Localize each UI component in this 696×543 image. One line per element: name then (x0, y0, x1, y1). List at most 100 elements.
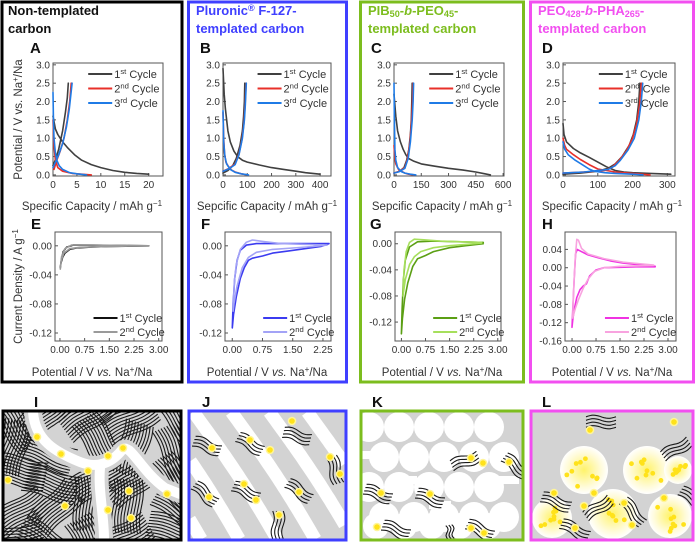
y-tick-label: 0.5 (36, 152, 50, 163)
legend-label: 3rd Cycle (455, 96, 499, 110)
carbon-sheet-bundle (582, 494, 614, 522)
legend-entry: 3rd Cycle (88, 96, 158, 110)
sodium-dot (575, 483, 580, 489)
x-tick-label: 100 (589, 180, 606, 191)
text-segment: - (454, 3, 458, 18)
text-segment: 2 (625, 84, 631, 96)
mesopore-stripe (189, 411, 283, 540)
column-title-line: PIB50-b-PEO45- (368, 3, 458, 19)
series-line (402, 238, 483, 297)
y-tick-label: -0.04 (369, 265, 392, 276)
text-segment: nd (461, 82, 470, 91)
sodium-dot (658, 478, 664, 483)
series-line (562, 82, 644, 174)
carbon-sheet (270, 510, 275, 540)
carbon-sheet (81, 476, 87, 531)
schematic-frame (529, 409, 695, 542)
carbon-sheet-bundle (190, 480, 220, 508)
x-axis-label: Potential / V vs. Na+/Na (207, 365, 328, 379)
text-segment: Na (632, 367, 651, 379)
carbon-sheet (84, 476, 90, 531)
text-segment: /Na (134, 367, 153, 379)
sodium-dot (506, 459, 512, 465)
sodium-dot (105, 453, 111, 459)
carbon-sheet (117, 478, 123, 534)
sodium-dot (668, 525, 674, 531)
legend-entry: 2nd Cycle (598, 82, 670, 96)
text-segment: Cycle (301, 313, 332, 325)
text-segment: + (305, 365, 310, 374)
series-line (400, 240, 485, 335)
text-segment: nd (465, 325, 474, 334)
carbon-sheet (115, 522, 148, 540)
carbon-sheet (683, 485, 693, 492)
carbon-sheet (586, 500, 612, 519)
text-segment: Potential / V (32, 367, 97, 379)
legend-entry: 1st Cycle (429, 67, 498, 81)
carbon-sheet (46, 497, 86, 538)
carbon-sheet-bundle (12, 514, 65, 540)
carbon-sheet (60, 411, 79, 426)
legend-label: 2nd Cycle (289, 325, 334, 339)
y-tick-label: -0.12 (369, 318, 392, 329)
carbon-sheet (661, 439, 689, 456)
text-segment: Specific Capacity / mAh g (22, 201, 153, 213)
carbon-sheet (109, 413, 159, 440)
chart-h: H 0.00 0.75 1.50 2.25 3.00 0.04 0.00 -0.04 -0.08 -… (539, 216, 678, 379)
carbon-sheet (234, 483, 260, 497)
text-segment: /Na (309, 367, 328, 379)
text-segment: Cycle (471, 313, 502, 325)
carbon-sheet (677, 494, 693, 507)
y-tick-label: 0.0 (206, 170, 220, 181)
carbon-sheet (585, 418, 617, 423)
carbon-sheet (24, 474, 78, 491)
carbon-sheet (416, 494, 443, 505)
carbon-sheet (27, 514, 65, 540)
carbon-sheet (21, 486, 74, 503)
x-tick-label: 0.75 (75, 345, 95, 356)
carbon-sheet (78, 476, 84, 531)
text-segment: vs. (617, 367, 632, 379)
text-segment: 1 (114, 69, 120, 81)
column-title-line: templated carbon (538, 21, 646, 36)
y-tick-label: -0.16 (539, 337, 562, 348)
y-tick-label: 1.5 (377, 115, 391, 126)
legend-label: 1st Cycle (631, 311, 674, 325)
text-segment: −1 (673, 199, 683, 208)
carbon-sheet (505, 455, 523, 473)
text-segment: 2 (114, 84, 120, 96)
y-tick-label: 1.0 (377, 134, 391, 145)
carbon-sheet (40, 491, 79, 531)
carbon-sheet (132, 479, 138, 534)
x-tick-label: 300 (440, 180, 457, 191)
sodium-dot (289, 418, 295, 424)
y-tick-label: 0.00 (33, 241, 53, 252)
text-segment: 2 (631, 327, 637, 339)
carbon-sheet-bundle (144, 510, 181, 540)
text-segment: + (11, 77, 20, 82)
x-tick-label: 3.00 (658, 345, 678, 356)
legend-label: 2nd Cycle (459, 325, 504, 339)
carbon-sheet-bundle (380, 519, 412, 540)
column-title-line: Pluronic® F-127- (196, 3, 297, 18)
series-line (393, 82, 415, 174)
carbon-sheet (364, 490, 391, 501)
text-segment: −1 (11, 229, 20, 239)
series-3 (393, 82, 417, 176)
panel-label: C (371, 40, 382, 57)
series-3 (562, 82, 644, 176)
x-axis-label: Sepcific Capacity / mAh g−1 (197, 199, 338, 213)
text-segment: Cycle (470, 84, 501, 96)
sodium-dot (538, 523, 544, 529)
x-tick-label: 1.50 (440, 345, 460, 356)
y-axis-label: Current Density / A g−1 (11, 229, 25, 344)
column-box-pluronic (187, 0, 348, 384)
sodium-dot (209, 445, 215, 451)
carbon-sheet (507, 452, 523, 468)
chart-g: G 0.00 0.75 1.50 2.25 3.00 0.00 -0.04 -0.08 -0.12… (369, 216, 508, 379)
schematic-frame (1, 409, 183, 542)
carbon-sheet (31, 482, 70, 522)
panel-label: I (34, 394, 38, 411)
carbon-sheet (19, 449, 71, 471)
y-tick-label: -0.12 (29, 329, 52, 340)
